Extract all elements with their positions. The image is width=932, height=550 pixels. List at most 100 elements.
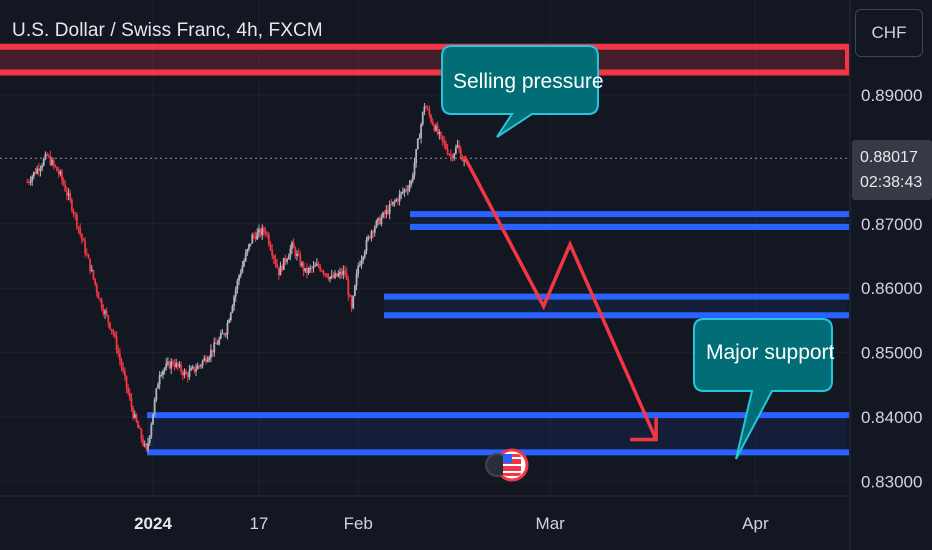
candle-body bbox=[287, 256, 290, 260]
candle-body bbox=[104, 311, 106, 314]
time-axis[interactable]: 2024 17 Feb Mar Apr bbox=[134, 514, 769, 533]
candle-body bbox=[342, 270, 345, 276]
candle-body bbox=[249, 243, 252, 245]
candle-body bbox=[368, 236, 371, 239]
candle-body bbox=[200, 365, 202, 367]
candle-body bbox=[138, 428, 141, 430]
candle-body bbox=[226, 322, 229, 335]
candle-body bbox=[299, 254, 302, 266]
candle-body bbox=[372, 231, 375, 233]
candle-body bbox=[362, 256, 365, 261]
candle-body bbox=[87, 254, 90, 259]
selling-pressure-callout[interactable]: Selling pressure bbox=[441, 45, 604, 138]
candle-body bbox=[125, 375, 128, 388]
candle-body bbox=[403, 189, 406, 192]
candle-body bbox=[282, 257, 285, 271]
candle-body bbox=[450, 154, 452, 157]
price-axis[interactable]: 0.89000 0.87000 0.86000 0.85000 0.84000 0.830… bbox=[861, 86, 922, 491]
candle-body bbox=[271, 249, 274, 256]
candle-body bbox=[254, 235, 257, 240]
candle-body bbox=[301, 262, 303, 266]
price-tick-label: 0.89000 bbox=[861, 86, 922, 105]
candle-body bbox=[109, 322, 111, 329]
price-tick-label: 0.84000 bbox=[861, 408, 922, 427]
candle-body bbox=[208, 357, 211, 360]
major-support-callout[interactable]: Major support bbox=[693, 318, 835, 460]
candle-body bbox=[340, 271, 343, 276]
candle-body bbox=[62, 179, 65, 185]
time-tick-label: 2024 bbox=[134, 514, 172, 533]
candle-body bbox=[337, 274, 340, 277]
candle-body bbox=[173, 364, 176, 367]
candle-body bbox=[49, 156, 52, 165]
bar-countdown: 02:38:43 bbox=[860, 174, 923, 191]
candle-body bbox=[123, 370, 126, 376]
candle-body bbox=[190, 368, 192, 371]
candle-body bbox=[382, 212, 384, 218]
candle-body bbox=[258, 229, 260, 233]
candle-body bbox=[195, 369, 197, 372]
candle-body bbox=[44, 153, 47, 159]
candle-body bbox=[377, 217, 379, 221]
candle-body bbox=[39, 168, 42, 171]
candle-body bbox=[358, 264, 361, 266]
candle-body bbox=[307, 268, 310, 273]
candle-body bbox=[46, 153, 48, 156]
candle-body bbox=[229, 312, 232, 321]
candle-body bbox=[213, 342, 216, 353]
candle-body bbox=[248, 244, 250, 250]
candle-body bbox=[127, 387, 130, 394]
candle-body bbox=[461, 158, 464, 161]
candle-body bbox=[75, 214, 78, 227]
candle-body bbox=[214, 342, 217, 344]
current-price-badge: 0.88017 02:38:43 bbox=[852, 140, 932, 200]
selling-pressure-label: Selling pressure bbox=[453, 70, 604, 93]
candle-body bbox=[324, 273, 327, 275]
candle-body bbox=[137, 421, 140, 429]
candle-body bbox=[256, 232, 259, 240]
candle-body bbox=[157, 384, 159, 389]
candle-body bbox=[176, 362, 179, 367]
candle-body bbox=[441, 135, 444, 141]
support-zone-fill bbox=[384, 296, 847, 316]
candle-body bbox=[373, 227, 376, 233]
candle-body bbox=[393, 201, 396, 203]
candle-body bbox=[365, 239, 368, 252]
currency-button[interactable]: CHF bbox=[855, 9, 923, 57]
candle-body bbox=[29, 181, 32, 183]
candle-body bbox=[32, 171, 35, 177]
candle-body bbox=[253, 234, 255, 236]
candle-body bbox=[284, 257, 287, 262]
candle-body bbox=[261, 228, 264, 236]
candle-body bbox=[130, 398, 133, 408]
projection-arrowhead bbox=[630, 417, 658, 442]
candle-body bbox=[296, 253, 298, 257]
candle-body bbox=[152, 413, 154, 425]
candle-body bbox=[180, 364, 183, 372]
candle-body bbox=[238, 275, 240, 281]
candle-body bbox=[67, 193, 70, 196]
candle-body bbox=[145, 443, 148, 450]
candle-body bbox=[82, 239, 85, 242]
candle-body bbox=[166, 361, 169, 364]
candle-body bbox=[325, 273, 328, 277]
price-tick-label: 0.87000 bbox=[861, 215, 922, 234]
candle-body bbox=[309, 267, 312, 269]
candle-body bbox=[99, 298, 101, 300]
candle-body bbox=[233, 296, 235, 307]
us-flag-event-icon[interactable] bbox=[485, 448, 529, 482]
candle-body bbox=[310, 267, 313, 269]
candle-body bbox=[37, 168, 40, 171]
candle-body bbox=[259, 229, 262, 236]
candle-body bbox=[347, 279, 350, 296]
candle-body bbox=[117, 350, 120, 354]
symbol-title[interactable]: U.S. Dollar / Swiss Franc, 4h, FXCM bbox=[12, 20, 323, 41]
candle-body bbox=[210, 349, 212, 358]
candle-body bbox=[183, 371, 186, 376]
price-tick-label: 0.86000 bbox=[861, 279, 922, 298]
candle-body bbox=[281, 265, 283, 271]
candle-body bbox=[458, 145, 461, 150]
candle-body bbox=[148, 436, 151, 444]
candle-body bbox=[332, 275, 335, 278]
